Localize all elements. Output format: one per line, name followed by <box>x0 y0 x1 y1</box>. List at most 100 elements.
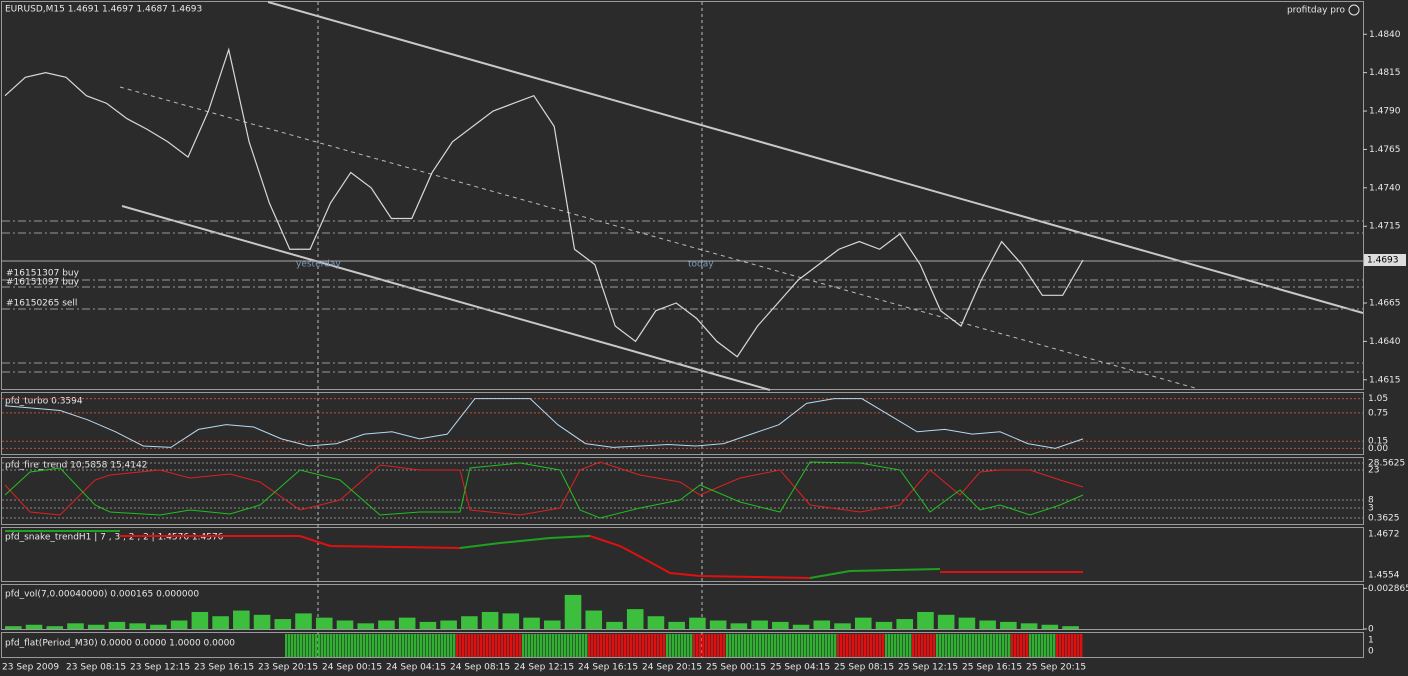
time-label: 23 Sep 2009 <box>2 663 59 673</box>
flat-bar <box>447 634 450 657</box>
flat-bar <box>624 634 627 657</box>
time-label: 24 Sep 16:15 <box>578 663 638 673</box>
price-label: 1.4815 <box>1369 68 1401 78</box>
flat-bar <box>609 634 612 657</box>
volume-bar <box>689 617 706 629</box>
volume-bar <box>502 613 520 629</box>
flat-bar <box>1080 634 1083 657</box>
flat-bar <box>366 634 369 657</box>
flat-bar <box>522 634 525 657</box>
flat-bar <box>984 634 987 657</box>
flat-bar <box>816 634 819 657</box>
flat-bar <box>753 634 756 657</box>
price-label: 1.4615 <box>1369 375 1401 385</box>
volume-bar <box>315 617 333 629</box>
flat-bar <box>786 634 789 657</box>
time-label: 25 Sep 00:15 <box>706 663 766 673</box>
flat-bar <box>870 634 873 657</box>
flat-bar <box>327 634 330 657</box>
volume-bar <box>1020 623 1038 629</box>
flat-bar <box>519 634 522 657</box>
flat-bar <box>645 634 648 657</box>
flat-bar <box>408 634 411 657</box>
flat-bar <box>717 634 720 657</box>
time-label: 25 Sep 16:15 <box>962 663 1022 673</box>
flat-bar <box>879 634 882 657</box>
flat-bar <box>1038 634 1041 657</box>
flat-bar <box>960 634 963 657</box>
flat-bar <box>471 634 474 657</box>
flat-bar <box>417 634 420 657</box>
flat-bar <box>501 634 504 657</box>
flat-bar <box>495 634 498 657</box>
axis-label: 28.5625 <box>1368 459 1405 469</box>
flat-bar <box>351 634 354 657</box>
flat-bar <box>1068 634 1071 657</box>
time-label: 23 Sep 08:15 <box>66 663 126 673</box>
flat-bar <box>771 634 774 657</box>
panel-frames <box>1 1 1364 658</box>
flat-bar <box>972 634 975 657</box>
volume-bar <box>1041 624 1059 629</box>
flat-bar <box>945 634 948 657</box>
flat-bar <box>801 634 804 657</box>
axis-label: 0 <box>1368 625 1374 635</box>
flat-bar <box>813 634 816 657</box>
flat-bar <box>942 634 945 657</box>
flat-bar <box>909 634 912 657</box>
volume-bar <box>730 623 748 629</box>
time-label: 24 Sep 20:15 <box>642 663 702 673</box>
marker-label: yesterday <box>296 260 341 270</box>
flat-bar <box>294 634 297 657</box>
flat-bar <box>384 634 387 657</box>
time-label: 25 Sep 08:15 <box>834 663 894 673</box>
flat-bar <box>345 634 348 657</box>
volume-bar <box>544 620 561 629</box>
volume-bar <box>461 616 478 629</box>
flat-bar <box>690 634 693 657</box>
flat-bar <box>333 634 336 657</box>
flat-bar <box>483 634 486 657</box>
flat-bar <box>735 634 738 657</box>
flat-bar <box>537 634 540 657</box>
flat-bar <box>777 634 780 657</box>
flat-bar <box>564 634 567 657</box>
flat-bar <box>774 634 777 657</box>
axis-label: 0.75 <box>1368 408 1388 418</box>
flat-bar <box>714 634 717 657</box>
flat-bar <box>657 634 660 657</box>
time-label: 23 Sep 12:15 <box>130 663 190 673</box>
flat-bar <box>1020 634 1023 657</box>
flat-bar <box>1056 634 1059 657</box>
flat-bar <box>420 634 423 657</box>
flat-bar <box>849 634 852 657</box>
time-label: 24 Sep 08:15 <box>450 663 510 673</box>
flat-bar <box>555 634 558 657</box>
flat-bar <box>852 634 855 657</box>
price-label: 1.4740 <box>1369 183 1401 193</box>
flat-bar <box>711 634 714 657</box>
flat-bar <box>393 634 396 657</box>
flat-bar <box>651 634 654 657</box>
flat-bar <box>510 634 513 657</box>
fire-trend-lines <box>2 461 1363 519</box>
channel-mid <box>119 86 1196 389</box>
flat-bar <box>831 634 834 657</box>
order-label: #16150265 sell <box>6 299 77 309</box>
volume-bar <box>606 621 623 629</box>
flat-bar <box>915 634 918 657</box>
flat-bar <box>642 634 645 657</box>
axis-label: 1.4672 <box>1368 530 1400 540</box>
flat-bar <box>378 634 381 657</box>
volume-bar <box>481 611 499 629</box>
flat-bar <box>453 634 456 657</box>
flat-bar <box>897 634 900 657</box>
flat-bar <box>474 634 477 657</box>
time-label: 24 Sep 04:15 <box>386 663 446 673</box>
flat-bar <box>372 634 375 657</box>
flat-bar <box>558 634 561 657</box>
flat-bar <box>300 634 303 657</box>
flat-bar <box>330 634 333 657</box>
current-price-box <box>1364 254 1406 266</box>
